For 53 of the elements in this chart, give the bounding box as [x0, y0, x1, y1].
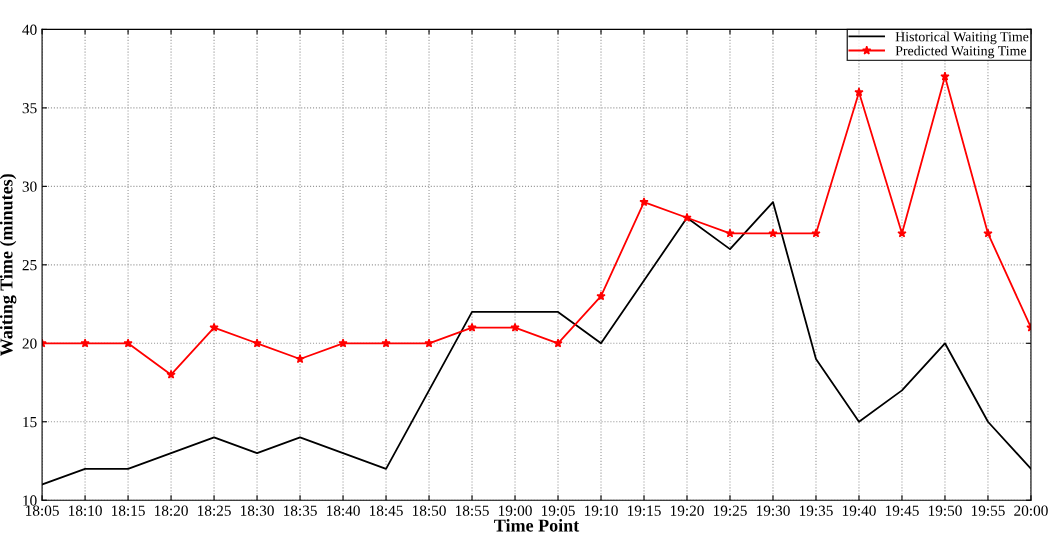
y-tick-label: 20 [22, 338, 37, 349]
point [897, 228, 907, 238]
x-tick-label: 18:05 [26, 505, 59, 516]
x-tick-label: 18:35 [283, 505, 317, 516]
x-tick-label: 20:00 [1014, 505, 1048, 516]
x-axis-title: Time Point [494, 518, 580, 532]
y-axis-title: Waiting Time (minutes) [0, 174, 17, 357]
point [381, 338, 391, 348]
point [338, 338, 348, 348]
point [80, 338, 90, 348]
y-tick-label: 25 [22, 260, 37, 271]
point [166, 369, 176, 379]
x-tick-label: 18:45 [369, 505, 403, 516]
point [424, 338, 434, 348]
x-tick-label: 18:30 [241, 505, 274, 516]
point [725, 228, 735, 238]
x-tick-label: 19:45 [885, 505, 919, 516]
legend-label: Historical Waiting Time [895, 31, 1029, 45]
point [639, 197, 649, 207]
y-tick-label: 35 [22, 103, 37, 114]
x-tick-label: 19:00 [498, 505, 532, 516]
x-tick-label: 19:30 [756, 505, 790, 516]
x-tick-label: 18:25 [198, 505, 231, 516]
x-tick-label: 19:25 [713, 505, 747, 516]
point [252, 338, 262, 348]
y-tick-label: 15 [23, 416, 37, 428]
point [596, 291, 606, 301]
point [295, 354, 305, 364]
x-tick-label: 19:55 [971, 505, 1005, 516]
point [123, 338, 133, 348]
point [553, 338, 563, 348]
x-tick-label: 19:05 [541, 505, 575, 516]
x-tick-label: 19:40 [842, 505, 876, 516]
x-tick-label: 18:55 [455, 505, 489, 516]
y-tick-label: 30 [22, 181, 37, 192]
x-tick-label: 18:20 [155, 505, 188, 516]
x-tick-label: 18:10 [69, 505, 102, 516]
x-tick-label: 18:50 [412, 505, 446, 516]
x-tick-label: 19:10 [584, 505, 618, 516]
x-tick-label: 18:15 [112, 505, 145, 516]
legend-label: Predicted Waiting Time [895, 45, 1027, 59]
y-tick-label: 40 [22, 24, 37, 35]
x-tick-label: 19:50 [928, 505, 962, 516]
x-tick-label: 19:20 [670, 505, 704, 516]
x-tick-label: 19:35 [799, 505, 833, 516]
y-tick-label: 10 [23, 495, 37, 506]
x-tick-label: 19:15 [627, 505, 661, 516]
x-tick-label: 18:40 [326, 505, 360, 516]
point [983, 228, 993, 238]
point [768, 228, 778, 238]
point [811, 228, 821, 238]
point [854, 87, 864, 97]
point [682, 212, 692, 222]
